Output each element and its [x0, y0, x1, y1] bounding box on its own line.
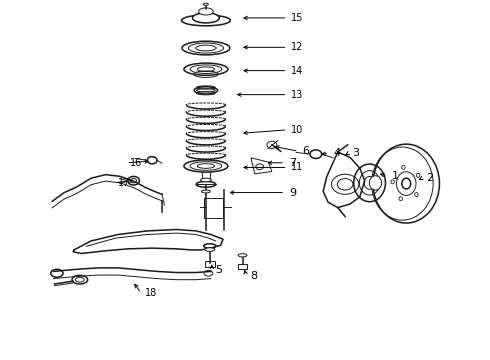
Text: 7: 7: [289, 158, 296, 168]
Ellipse shape: [402, 178, 411, 189]
Ellipse shape: [205, 248, 215, 251]
Text: 18: 18: [145, 288, 157, 298]
Text: 9: 9: [289, 188, 296, 198]
Text: 1: 1: [392, 171, 398, 181]
Ellipse shape: [200, 178, 211, 182]
Text: 17: 17: [118, 178, 130, 188]
Text: 12: 12: [292, 42, 304, 52]
Text: 15: 15: [292, 13, 304, 23]
Ellipse shape: [203, 3, 208, 5]
Ellipse shape: [198, 8, 213, 15]
Text: 10: 10: [292, 125, 304, 135]
Text: 3: 3: [352, 148, 360, 158]
Text: 11: 11: [292, 162, 304, 172]
Text: 16: 16: [130, 158, 143, 168]
Ellipse shape: [369, 176, 382, 190]
Text: 8: 8: [250, 271, 257, 281]
Ellipse shape: [238, 254, 247, 257]
Text: 13: 13: [292, 90, 304, 100]
Ellipse shape: [196, 181, 216, 187]
Text: 2: 2: [426, 173, 433, 183]
Text: 5: 5: [216, 265, 222, 275]
Text: 6: 6: [303, 146, 310, 156]
Text: 14: 14: [292, 66, 304, 76]
Ellipse shape: [201, 190, 210, 193]
Ellipse shape: [193, 13, 220, 23]
Text: 4: 4: [333, 148, 340, 158]
